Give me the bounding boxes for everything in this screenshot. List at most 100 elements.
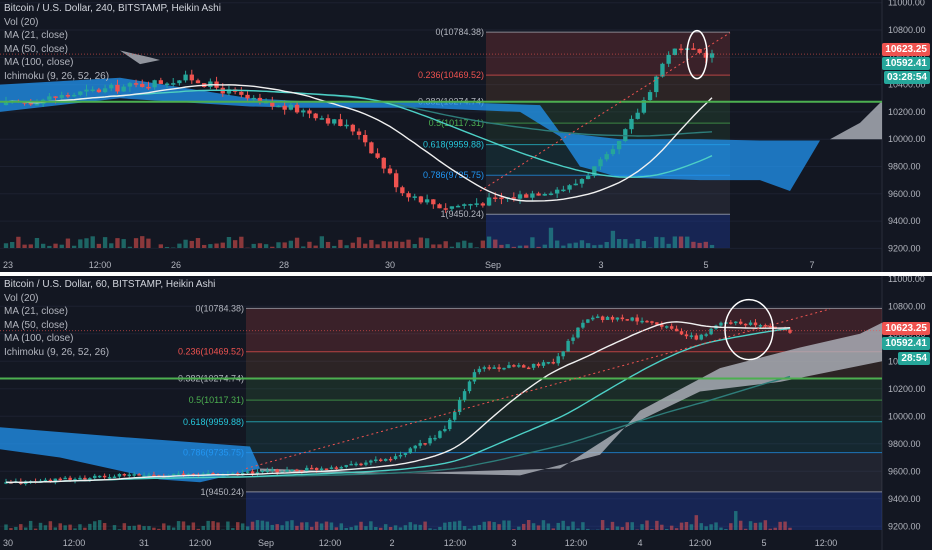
volume-bar <box>383 524 388 530</box>
chart-pane-4h[interactable]: 11000.0010800.0010600.0010400.0010200.00… <box>0 0 932 272</box>
candle-body <box>719 322 723 326</box>
candle-body <box>265 470 270 472</box>
volume-bar <box>524 245 529 248</box>
chart-canvas-4h[interactable]: 11000.0010800.0010600.0010400.0010200.00… <box>0 0 932 272</box>
chart-pane-1h[interactable]: 11000.0010800.0010600.0010400.0010200.00… <box>0 276 932 550</box>
candle-body <box>413 445 417 449</box>
candle-body <box>59 95 64 98</box>
volume-bar <box>251 243 256 248</box>
candle-body <box>257 97 263 102</box>
fib-level-label: 0(10784.38) <box>435 27 484 37</box>
chart-canvas-1h[interactable]: 11000.0010800.0010600.0010400.0010200.00… <box>0 276 932 550</box>
candle-body <box>71 94 77 97</box>
candle-body <box>400 187 405 194</box>
time-axis-label: 2 <box>389 538 394 548</box>
volume-bar <box>152 527 156 530</box>
volume-bar <box>689 524 694 530</box>
volume-bar <box>250 521 255 530</box>
volume-bar <box>492 522 496 530</box>
legend-vol[interactable]: Vol (20) <box>4 292 39 304</box>
candle-body <box>195 80 201 84</box>
price-axis-label: 11000.00 <box>888 276 925 284</box>
candle-body <box>96 89 102 93</box>
candle-body <box>245 471 250 473</box>
candle-body <box>324 468 329 470</box>
candle-body <box>423 443 427 445</box>
candle-body <box>567 185 572 190</box>
candle-body <box>374 459 378 462</box>
volume-bar <box>332 245 337 248</box>
volume-bar <box>369 521 373 530</box>
legend-ichimoku[interactable]: Ichimoku (9, 26, 52, 26) <box>4 346 110 358</box>
candle-body <box>502 367 506 370</box>
symbol-title[interactable]: Bitcoin / U.S. Dollar, 60, BITSTAMP, Hei… <box>4 279 216 290</box>
volume-bar <box>724 528 728 530</box>
volume-bar <box>71 245 77 248</box>
volume-bar <box>162 523 166 530</box>
legend-ma21[interactable]: MA (21, close) <box>4 306 68 317</box>
fib-zone <box>246 421 882 453</box>
candle-body <box>260 470 265 473</box>
volume-bar <box>216 522 220 530</box>
candle-body <box>3 101 9 106</box>
candle-body <box>665 326 669 328</box>
indicator-legend-4h: Bitcoin / U.S. Dollar, 240, BITSTAMP, He… <box>4 2 221 83</box>
volume-bar <box>166 525 171 530</box>
pane-divider[interactable] <box>0 272 932 276</box>
candle-body <box>107 477 112 479</box>
legend-ichimoku[interactable]: Ichimoku (9, 26, 52, 26) <box>4 70 110 82</box>
legend-vol[interactable]: Vol (20) <box>4 16 39 28</box>
volume-bar <box>142 526 146 530</box>
volume-bar <box>40 243 46 248</box>
candle-body <box>455 205 461 208</box>
candle-body <box>630 317 634 321</box>
candle-body <box>63 477 67 480</box>
volume-bar <box>604 242 609 248</box>
volume-bar <box>433 529 437 530</box>
candle-body <box>640 320 644 323</box>
volume-bar <box>276 242 281 248</box>
candle-body <box>573 183 578 186</box>
ma50-line <box>5 327 791 484</box>
volume-bar <box>418 524 422 530</box>
candle-body <box>566 340 570 352</box>
candle-body <box>586 319 590 323</box>
volume-bar <box>678 236 684 248</box>
legend-ma50[interactable]: MA (50, close) <box>4 319 68 331</box>
candle-body <box>576 327 580 338</box>
candle-body <box>142 475 146 478</box>
symbol-title[interactable]: Bitcoin / U.S. Dollar, 240, BITSTAMP, He… <box>4 3 221 14</box>
price-axis-label: 9400.00 <box>888 494 921 504</box>
volume-bar <box>455 242 461 248</box>
candle-body <box>493 197 498 199</box>
volume-bar <box>669 525 674 530</box>
volume-bar <box>753 522 758 530</box>
candle-body <box>703 52 708 58</box>
volume-bar <box>255 520 260 530</box>
time-axis-label: 3 <box>511 538 516 548</box>
candle-body <box>605 316 610 320</box>
legend-ma100[interactable]: MA (100, close) <box>4 57 74 68</box>
ichimoku-cloud-bearish <box>0 427 260 483</box>
legend-ma21[interactable]: MA (21, close) <box>4 30 68 41</box>
volume-bar <box>19 524 23 530</box>
price-axis-label: 9600.00 <box>888 466 921 476</box>
candle-body <box>314 467 319 471</box>
volume-bar <box>28 244 33 248</box>
candle-body <box>102 475 107 478</box>
volume-bar <box>408 522 413 530</box>
candle-body <box>616 141 622 150</box>
candle-body <box>176 473 181 476</box>
candle-body <box>660 63 665 77</box>
candle-body <box>88 478 92 480</box>
volume-bar <box>758 522 763 530</box>
volume-bar <box>393 525 398 530</box>
volume-bar <box>137 524 141 530</box>
candle-body <box>53 96 58 98</box>
volume-bar <box>400 241 405 248</box>
volume-bar <box>743 528 748 530</box>
price-axis-label: 10800.00 <box>888 301 926 311</box>
candle-body <box>68 477 72 481</box>
legend-ma100[interactable]: MA (100, close) <box>4 333 74 344</box>
legend-ma50[interactable]: MA (50, close) <box>4 43 68 55</box>
